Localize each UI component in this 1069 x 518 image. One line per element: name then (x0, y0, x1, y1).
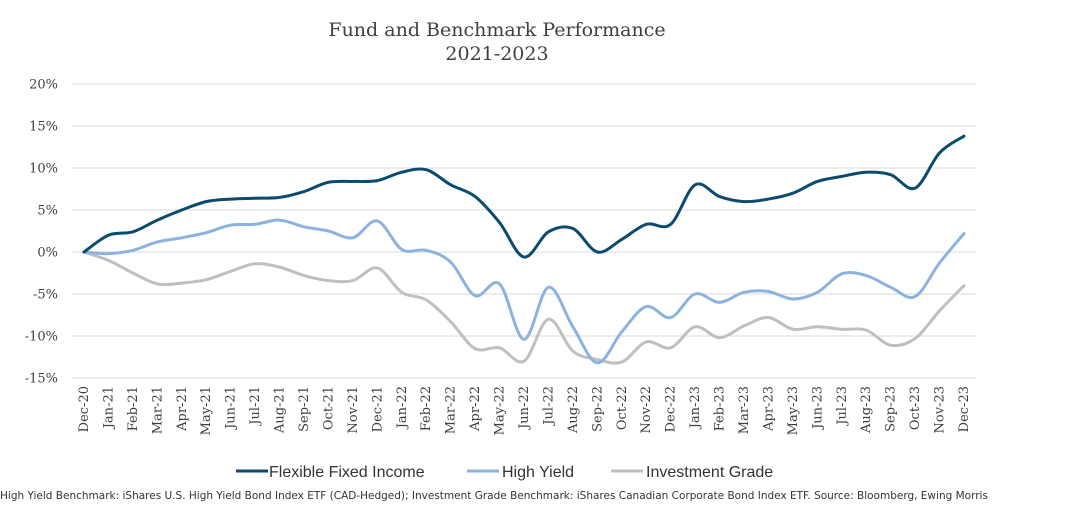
x-axis-tick-labels: Dec-20 Jan-21 Feb-21 Mar-21 Apr-21 May-21 Jun-… (77, 386, 972, 435)
x-tick-label: Jul-22 (541, 386, 556, 427)
chart-subtitle: 2021-2023 (445, 43, 548, 65)
x-tick-label: Aug-22 (566, 386, 581, 434)
gridlines (72, 83, 976, 379)
x-tick-label: May-23 (786, 386, 801, 435)
x-tick-label: Oct-23 (908, 386, 923, 430)
series-line-investment-grade (82, 250, 966, 365)
series-line-high-yield (82, 218, 966, 365)
y-axis-tick-labels: 20% 15% 10% 5% 0% -5% -10% -15% (25, 78, 58, 387)
x-tick-label: Feb-21 (126, 386, 141, 431)
legend-label-high-yield: High Yield (502, 464, 574, 481)
x-tick-label: Feb-23 (713, 386, 728, 431)
x-tick-label: May-21 (199, 386, 214, 435)
x-tick-label: Jan-22 (395, 386, 410, 430)
y-tick-label: -5% (33, 288, 58, 303)
series-line-flexible-fixed-income (82, 134, 966, 259)
x-tick-label: Jun-23 (810, 386, 825, 431)
x-tick-label: Dec-21 (370, 386, 385, 432)
x-tick-label: Oct-22 (615, 386, 630, 430)
y-tick-label: 0% (37, 246, 58, 261)
x-tick-label: May-22 (493, 386, 508, 435)
y-tick-label: -15% (25, 372, 58, 387)
x-tick-label: Sep-22 (590, 386, 605, 432)
source-note: High Yield Benchmark: iShares U.S. High … (0, 490, 988, 502)
y-tick-label: 15% (29, 120, 58, 135)
x-tick-label: Nov-21 (346, 386, 361, 433)
x-tick-label: Apr-23 (761, 386, 776, 432)
x-tick-label: Sep-23 (884, 386, 899, 432)
x-tick-label: Nov-23 (933, 386, 948, 433)
x-tick-label: Jun-22 (517, 386, 532, 431)
x-tick-label: Aug-21 (273, 386, 288, 434)
y-tick-label: 20% (29, 78, 58, 93)
legend-label-flexible-fixed-income: Flexible Fixed Income (269, 464, 425, 481)
x-tick-label: Dec-22 (664, 386, 679, 432)
x-tick-label: Jan-21 (101, 386, 116, 430)
x-tick-label: Jun-21 (224, 386, 239, 431)
x-tick-label: Jan-23 (688, 386, 703, 430)
x-tick-label: Aug-23 (859, 386, 874, 434)
x-tick-label: Feb-22 (419, 386, 434, 431)
x-tick-label: Dec-23 (957, 386, 972, 432)
x-tick-label: Sep-21 (297, 386, 312, 432)
chart-title: Fund and Benchmark Performance (328, 19, 665, 41)
legend: Flexible Fixed Income High Yield Investm… (236, 464, 773, 481)
x-tick-label: Mar-22 (444, 386, 459, 434)
x-tick-label: Dec-20 (77, 386, 92, 432)
y-tick-label: -10% (25, 330, 58, 345)
series-lines (82, 134, 966, 365)
y-tick-label: 10% (29, 162, 58, 177)
legend-label-investment-grade: Investment Grade (646, 464, 773, 481)
x-tick-label: Apr-21 (175, 386, 190, 432)
x-tick-label: Nov-22 (639, 386, 654, 433)
x-tick-label: Oct-21 (321, 386, 336, 430)
x-tick-label: Jul-23 (835, 386, 850, 427)
x-tick-label: Jul-21 (248, 386, 263, 427)
y-tick-label: 5% (37, 204, 58, 219)
x-tick-label: Apr-22 (468, 386, 483, 432)
x-tick-label: Mar-23 (737, 386, 752, 434)
x-tick-label: Mar-21 (150, 386, 165, 434)
